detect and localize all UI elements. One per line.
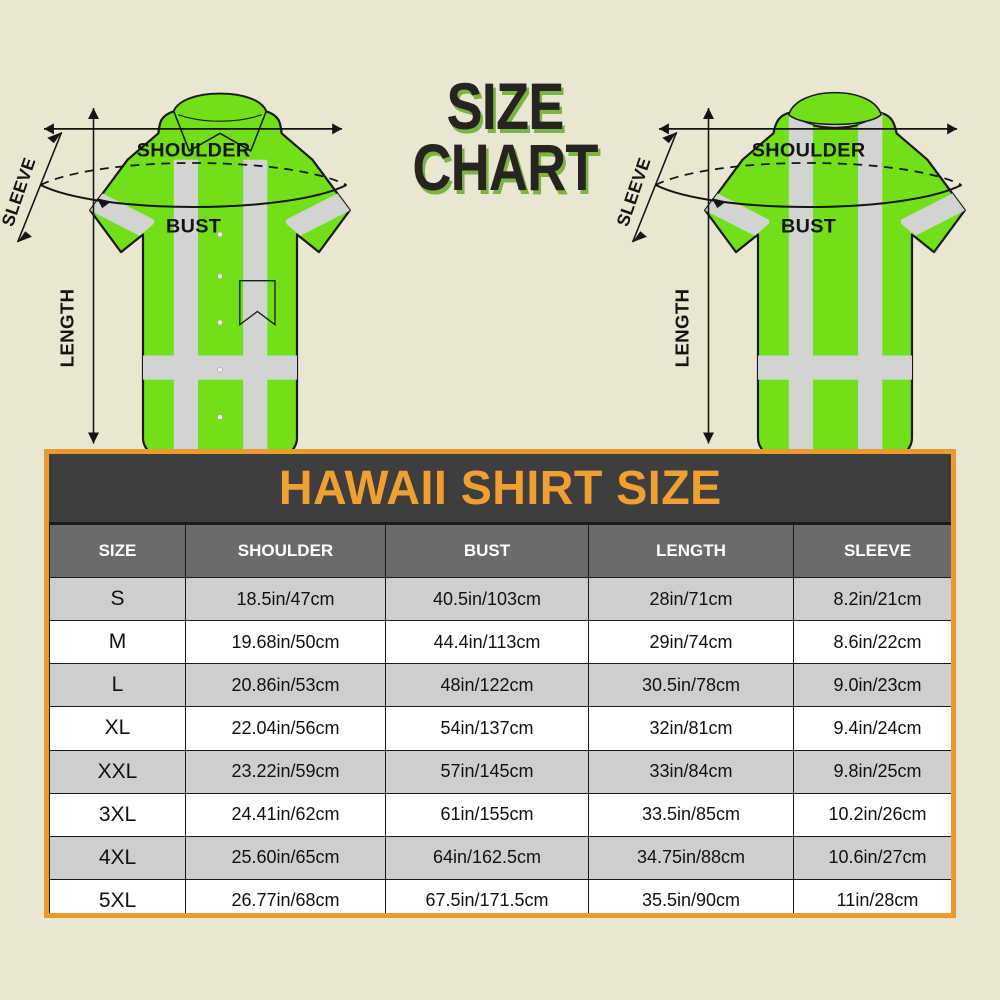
svg-text:LENGTH: LENGTH [57,289,78,368]
svg-text:SLEEVE: SLEEVE [0,155,40,229]
svg-text:LENGTH: LENGTH [672,289,693,368]
svg-text:SHOULDER: SHOULDER [137,139,251,161]
svg-text:BUST: BUST [781,215,836,237]
svg-text:SHOULDER: SHOULDER [752,139,866,161]
svg-text:BUST: BUST [166,215,221,237]
